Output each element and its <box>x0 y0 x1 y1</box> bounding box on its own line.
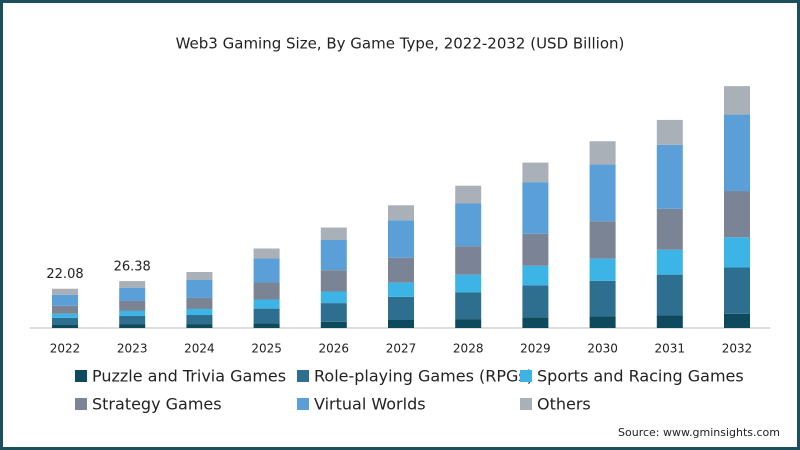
legend-swatch <box>297 370 309 382</box>
bar-segment <box>455 319 482 328</box>
bar-segment <box>522 285 549 318</box>
bar-segment <box>186 271 213 280</box>
bar-segment <box>119 300 146 311</box>
x-tick-label: 2031 <box>655 342 686 356</box>
bar-segment <box>320 239 347 271</box>
source: Source: www.gminsights.com <box>618 426 780 439</box>
bar-segment <box>522 317 549 328</box>
x-tick-label: 2024 <box>184 342 215 356</box>
bar-segment <box>253 323 280 328</box>
total-label: 26.38 <box>114 260 151 275</box>
x-tick-label: 2022 <box>50 342 81 356</box>
legend-label: Puzzle and Trivia Games <box>92 367 286 386</box>
bar-segment <box>52 288 78 295</box>
x-tick-label: 2023 <box>117 342 148 356</box>
bar-segment <box>656 274 683 316</box>
bar-segment <box>186 315 213 325</box>
bar-segment <box>388 296 414 320</box>
legend-swatch <box>520 398 532 410</box>
bar-segment <box>656 315 683 328</box>
bar-segment <box>455 292 482 320</box>
bar-segment <box>724 313 750 328</box>
bar-segment <box>724 86 750 115</box>
total-label: 22.08 <box>46 267 83 282</box>
legend-label: Sports and Racing Games <box>537 367 744 386</box>
bar-segment <box>253 282 280 300</box>
bar-segment <box>589 164 616 222</box>
bar-segment <box>320 227 347 240</box>
bar-segment <box>455 185 482 204</box>
bar-segment <box>522 265 549 286</box>
bar-segment <box>589 258 616 281</box>
bar-segment <box>388 282 414 297</box>
bar-segment <box>186 308 213 316</box>
bar-segment <box>724 237 750 268</box>
bar-segment <box>52 294 78 306</box>
bar-segment <box>52 324 78 328</box>
legend-label: Others <box>537 395 591 414</box>
bar-segment <box>320 291 347 304</box>
legend-swatch <box>75 398 87 410</box>
bar-segment <box>119 281 146 288</box>
bar-segment <box>186 324 213 328</box>
bar-segment <box>119 287 146 301</box>
bar-segment <box>52 317 78 325</box>
bar-segment <box>724 114 750 192</box>
bar-segment <box>522 233 549 266</box>
bar-segment <box>253 299 280 309</box>
bar-segment <box>388 319 414 328</box>
bar-segment <box>186 279 213 298</box>
x-tick-label: 2025 <box>251 342 282 356</box>
bar-segment <box>320 321 347 328</box>
x-tick-label: 2028 <box>453 342 484 356</box>
bar-segment <box>589 280 616 317</box>
bar-segment <box>119 310 146 316</box>
bar-segment <box>119 324 146 328</box>
legend-label: Strategy Games <box>92 395 222 414</box>
legend-label: Role-playing Games (RPGs) <box>314 367 533 386</box>
bar-segment <box>320 303 347 322</box>
bar-segment <box>388 205 414 221</box>
bar-segment <box>253 308 280 324</box>
bar-segment <box>320 270 347 292</box>
bar-segment <box>656 208 683 250</box>
x-tick-label: 2029 <box>520 342 551 356</box>
bar-segment <box>186 297 213 309</box>
bar-segment <box>522 162 549 183</box>
bar-segment <box>119 315 146 325</box>
legend-label: Virtual Worlds <box>314 395 426 414</box>
bar-segment <box>455 246 482 275</box>
bar-segment <box>724 267 750 314</box>
legend-swatch <box>297 398 309 410</box>
bar-segment <box>388 220 414 258</box>
bar-segment <box>522 182 549 234</box>
bar-segment <box>724 191 750 238</box>
bar-segment <box>52 305 78 314</box>
bar-segment <box>455 274 482 293</box>
x-tick-label: 2026 <box>319 342 350 356</box>
legend-swatch <box>520 370 532 382</box>
bar-segment <box>589 316 616 328</box>
bar-segment <box>656 249 683 275</box>
chart-title: Web3 Gaming Size, By Game Type, 2022-203… <box>176 35 625 53</box>
x-tick-label: 2027 <box>386 342 417 356</box>
bar-segment <box>253 258 280 283</box>
bar-segment <box>589 141 616 165</box>
bar-segment <box>656 144 683 209</box>
bar-segment <box>253 248 280 259</box>
bar-segment <box>388 257 414 283</box>
bar-segment <box>656 119 683 145</box>
x-tick-label: 2030 <box>587 342 618 356</box>
legend-swatch <box>75 370 87 382</box>
x-tick-label: 2032 <box>722 342 753 356</box>
bar-segment <box>52 313 78 318</box>
bar-segment <box>455 203 482 247</box>
bar-segment <box>589 221 616 259</box>
